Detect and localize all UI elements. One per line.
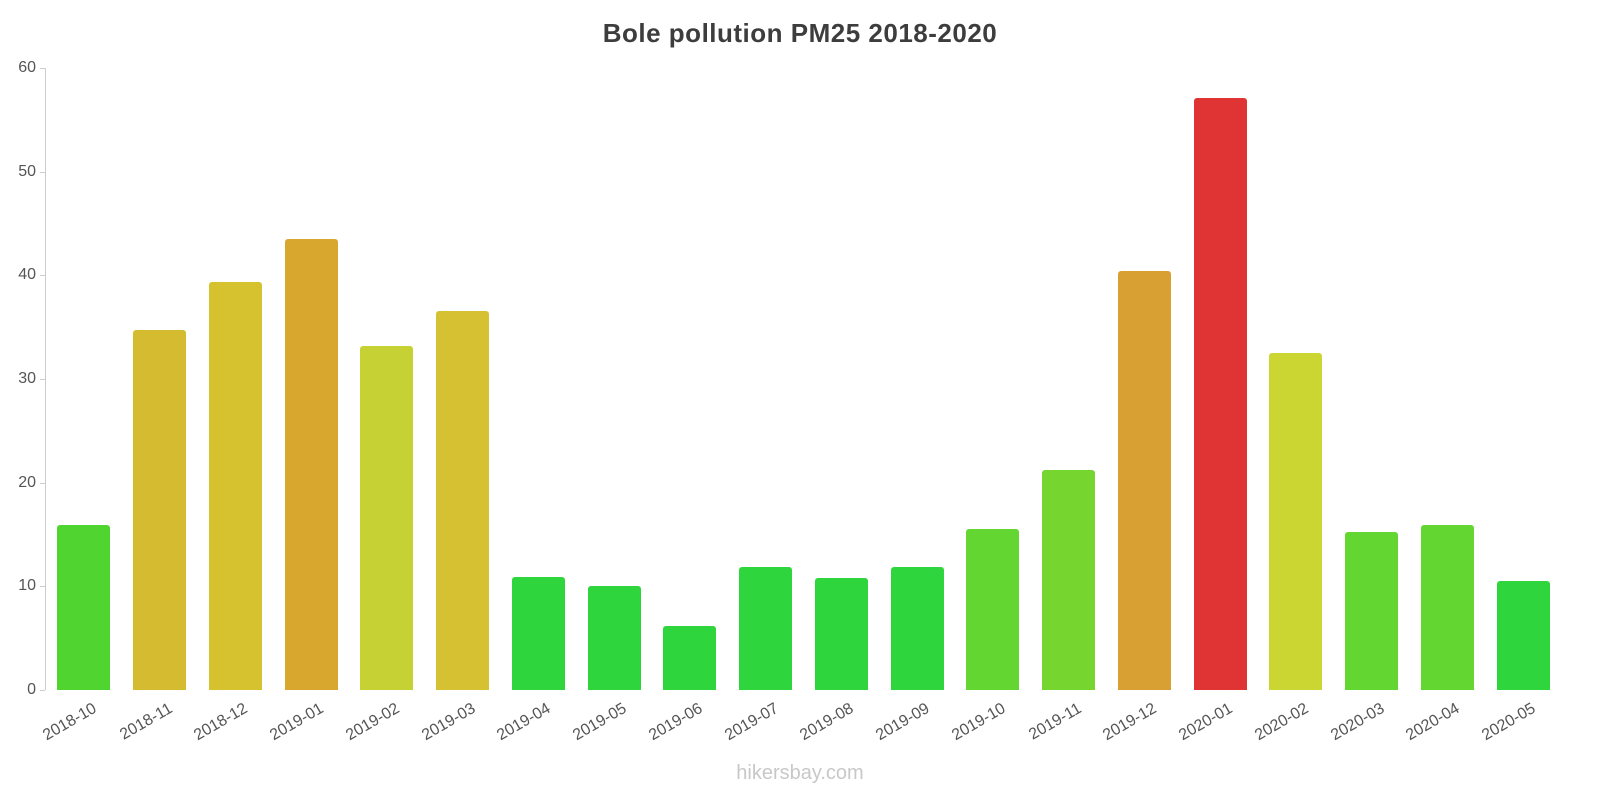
bar-2020-03 [1345,532,1399,690]
y-tick-label-20: 20 [18,473,36,491]
bar-2019-06 [663,625,717,690]
y-tick-mark [40,586,45,588]
bar-2019-04 [511,577,565,690]
bar-2018-10 [57,525,111,690]
y-tick-label-0: 0 [27,681,36,698]
y-tick-mark [40,275,45,277]
bar-2019-10 [966,529,1020,690]
y-tick-mark [40,379,45,380]
bar-2019-11 [1042,470,1096,690]
plot-area [45,68,1561,690]
bar-2020-04 [1420,525,1474,690]
bar-2019-03 [436,310,490,690]
bar-2019-01 [284,239,338,690]
bar-2019-05 [587,586,641,690]
bar-2018-11 [133,330,187,690]
bar-2018-12 [208,281,262,690]
chart-title: Bole pollution PM25 2018-2020 [602,18,998,48]
y-tick-label-30: 30 [18,370,36,387]
bar-2020-05 [1496,581,1550,690]
bar-2019-09 [890,566,944,690]
y-tick-mark [40,482,45,484]
y-tick-label-10: 10 [18,577,36,595]
y-tick-label-40: 40 [18,266,36,284]
bar-2020-02 [1269,353,1323,690]
y-tick-mark [40,690,45,691]
bar-2020-01 [1193,98,1247,690]
bar-2019-02 [360,345,414,690]
y-tick-mark [40,171,45,173]
y-tick-mark [40,68,45,69]
bar-2019-08 [814,578,868,690]
bar-2019-12 [1117,271,1171,690]
bar-2019-07 [739,566,793,690]
y-tick-label-50: 50 [18,162,36,180]
y-tick-label-60: 60 [18,59,36,76]
watermark: hikersbay.com [736,762,864,784]
